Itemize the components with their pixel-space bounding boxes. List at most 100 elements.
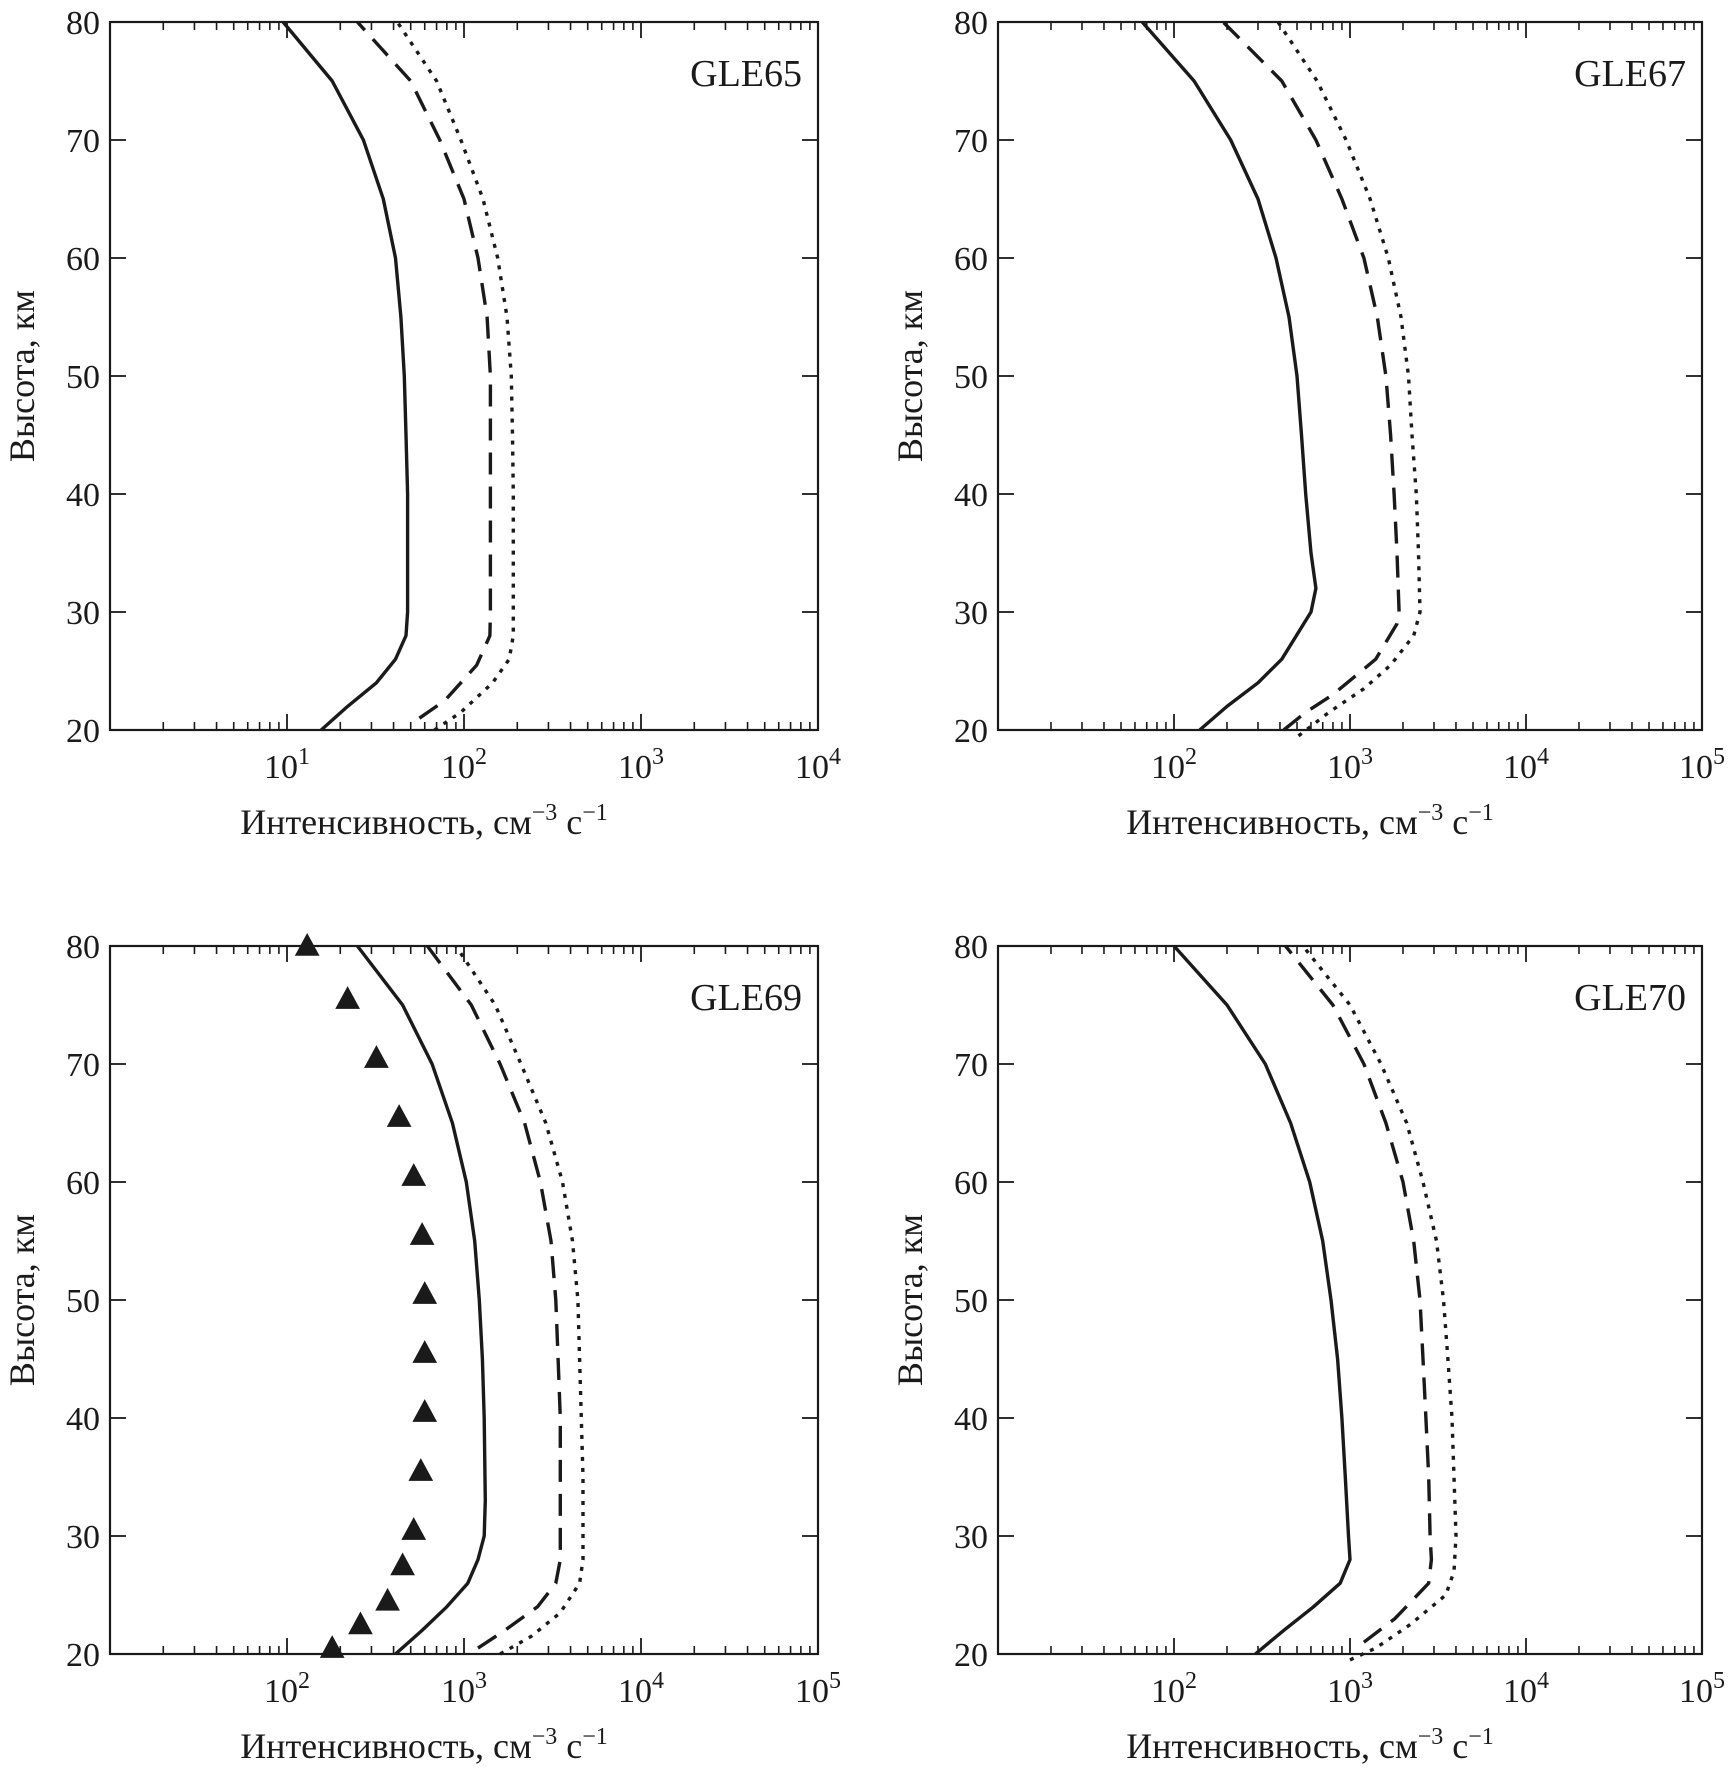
x-tick-exponent: 4	[1537, 744, 1549, 770]
x-axis-label-part: −3	[532, 1724, 558, 1750]
plot-frame	[108, 944, 820, 1656]
x-tick-base: 10	[795, 749, 829, 786]
x-tick-label: 104	[618, 1668, 664, 1710]
x-tick-base: 10	[441, 1673, 475, 1710]
data-point-triangle	[364, 1045, 389, 1068]
x-tick-label: 103	[1327, 1668, 1373, 1710]
x-tick-exponent: 5	[1713, 1668, 1725, 1694]
series-line-dotted	[1301, 944, 1458, 1662]
series-line-dotted	[454, 945, 585, 1656]
x-tick-base: 10	[618, 749, 652, 786]
y-tick-label: 20	[954, 713, 988, 750]
chart-panel-gle69: 102 103 104 10520304050607080Интенсивность,…	[2, 929, 841, 1766]
series-line-solid	[356, 944, 487, 1656]
y-tick-label: 30	[954, 1519, 988, 1556]
x-tick-label: 102	[264, 1668, 310, 1710]
y-tick-label: 50	[66, 1283, 100, 1320]
x-tick-label: 105	[1679, 1668, 1725, 1710]
x-tick-base: 10	[441, 749, 475, 786]
x-tick-label: 103	[441, 1668, 487, 1710]
y-axis-label: Высота, км	[890, 1214, 930, 1386]
chart-panel-gle65: 101 102 103 10420304050607080Интенсивность,…	[2, 5, 841, 842]
x-tick-label: 102	[1151, 744, 1197, 786]
y-tick-label: 70	[954, 1047, 988, 1084]
panel-title: GLE65	[690, 53, 802, 95]
y-tick-label: 20	[66, 1637, 100, 1674]
y-axis-label: Высота, км	[2, 290, 42, 462]
chart-panel-gle67: 102 103 104 10520304050607080Интенсивность,…	[890, 5, 1725, 842]
x-axis-label-part: Интенсивность, см	[240, 802, 532, 842]
x-tick-exponent: 1	[298, 744, 310, 770]
data-point-triangle	[401, 1517, 427, 1540]
x-tick-base: 10	[618, 1673, 652, 1710]
x-tick-base: 10	[795, 1673, 829, 1710]
y-tick-label: 60	[954, 241, 988, 278]
y-tick-label: 30	[66, 595, 100, 632]
y-tick-label: 30	[954, 595, 988, 632]
y-tick-label: 20	[66, 713, 100, 750]
x-axis-label-part: Интенсивность, см	[1126, 802, 1418, 842]
y-tick-label: 40	[66, 477, 100, 514]
y-tick-label: 80	[66, 929, 100, 966]
data-point-triangle	[294, 933, 320, 956]
y-tick-label: 40	[954, 477, 988, 514]
data-point-triangle	[408, 1458, 434, 1481]
series-line-solid	[281, 20, 410, 732]
series-line-dashed	[356, 20, 493, 720]
data-point-triangle	[409, 1222, 435, 1245]
y-tick-label: 70	[66, 123, 100, 160]
series-line-dashed	[1284, 944, 1434, 1644]
y-tick-label: 50	[954, 1283, 988, 1320]
x-tick-label: 103	[618, 744, 664, 786]
x-tick-base: 10	[1327, 1673, 1361, 1710]
x-tick-exponent: 4	[1537, 1668, 1549, 1694]
y-tick-label: 20	[954, 1637, 988, 1674]
series-line-dotted	[395, 21, 515, 732]
series-line-dashed	[425, 944, 562, 1650]
x-axis-label-part: с	[1443, 1726, 1468, 1766]
x-tick-label: 104	[1503, 1668, 1549, 1710]
x-tick-base: 10	[1151, 749, 1185, 786]
series-line-solid	[1140, 20, 1318, 732]
y-tick-label: 60	[66, 241, 100, 278]
panel-title: GLE67	[1574, 53, 1686, 95]
x-tick-label: 105	[795, 1668, 841, 1710]
data-point-triangle	[412, 1340, 438, 1363]
chart-panel-gle70: 102 103 104 10520304050607080Интенсивность,…	[890, 929, 1725, 1766]
x-tick-label: 104	[795, 744, 841, 786]
y-tick-label: 40	[954, 1401, 988, 1438]
x-tick-base: 10	[1503, 1673, 1537, 1710]
x-tick-exponent: 2	[1185, 744, 1197, 770]
y-tick-label: 70	[66, 1047, 100, 1084]
x-tick-exponent: 2	[475, 744, 487, 770]
data-point-triangle	[375, 1587, 400, 1611]
x-tick-base: 10	[264, 1673, 298, 1710]
x-axis-label-part: −1	[582, 1724, 608, 1750]
x-axis-label-part: −1	[1468, 1724, 1494, 1750]
y-tick-label: 60	[66, 1165, 100, 1202]
x-tick-exponent: 2	[298, 1668, 310, 1694]
panel-title: GLE69	[690, 977, 802, 1019]
x-axis-label-part: −3	[532, 800, 558, 826]
data-point-triangle	[319, 1635, 345, 1658]
x-tick-base: 10	[1679, 749, 1713, 786]
data-point-triangle	[386, 1104, 412, 1127]
series-line-dotted	[1276, 21, 1422, 738]
y-tick-label: 80	[954, 5, 988, 42]
series-line-solid	[1172, 944, 1352, 1656]
x-tick-base: 10	[264, 749, 298, 786]
x-tick-exponent: 5	[829, 1668, 841, 1694]
x-tick-label: 101	[264, 744, 310, 786]
x-tick-exponent: 3	[1361, 744, 1373, 770]
x-tick-exponent: 3	[1361, 1668, 1373, 1694]
y-tick-label: 50	[66, 359, 100, 396]
x-axis-label-part: −1	[1468, 800, 1494, 826]
x-tick-exponent: 3	[652, 744, 664, 770]
x-tick-exponent: 5	[1713, 744, 1725, 770]
x-axis-label-part: −1	[582, 800, 608, 826]
data-point-triangle	[390, 1552, 415, 1576]
y-tick-label: 30	[66, 1519, 100, 1556]
x-tick-label: 105	[1679, 744, 1725, 786]
y-tick-label: 70	[954, 123, 988, 160]
